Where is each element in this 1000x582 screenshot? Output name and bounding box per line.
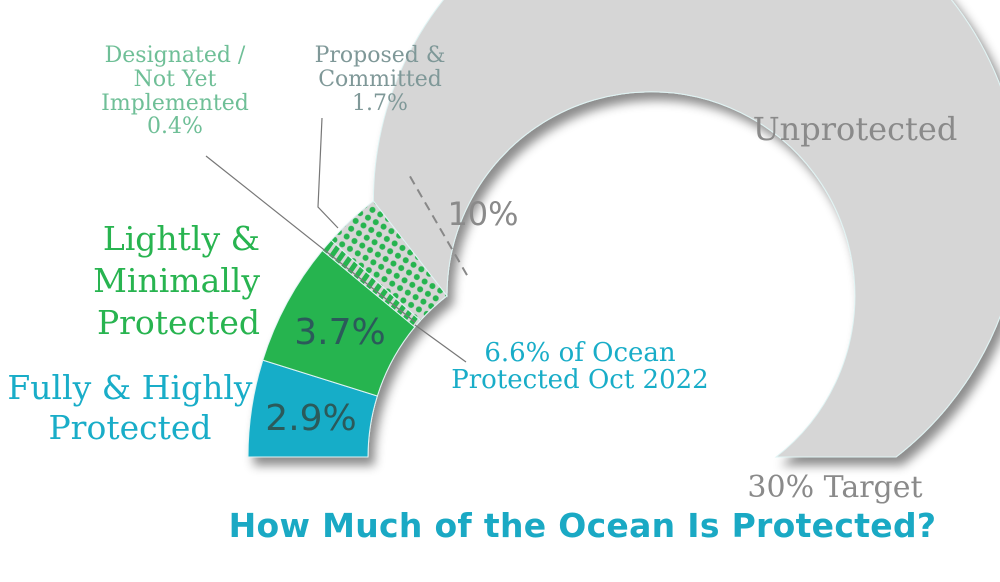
proposed-leader-line <box>317 117 339 229</box>
label-line: Fully & Highly <box>7 368 253 407</box>
segment-value-label: 3.7% <box>294 312 385 353</box>
designated-label: Designated / Not Yet Implemented 0.4% <box>80 44 270 139</box>
lightly-protected-label: Lightly & Minimally Protected <box>60 218 260 345</box>
label-line: 6.6% of Ocean <box>484 338 676 368</box>
label-line: Proposed & <box>314 43 446 68</box>
label-line: Committed <box>318 66 442 92</box>
protected-total-leader-line <box>414 324 467 363</box>
label-line: Protected Oct 2022 <box>451 365 709 396</box>
protected-total-label: 6.6% of Ocean Protected Oct 2022 <box>430 338 730 396</box>
label-line: Implemented <box>101 90 249 116</box>
target-label: 30% Target <box>747 470 923 505</box>
chart-title: How Much of the Ocean Is Protected? <box>228 506 937 545</box>
label-line: Not Yet <box>133 66 217 92</box>
label-line: 1.7% <box>352 90 408 116</box>
ten-percent-marker-label: 10% <box>447 195 518 233</box>
fully-protected-label: Fully & Highly Protected <box>0 368 260 447</box>
label-line: Minimally <box>93 261 260 301</box>
label-line: Protected <box>48 407 212 447</box>
label-line: Designated / <box>104 43 246 68</box>
segment-value-label: 2.9% <box>265 398 356 439</box>
proposed-label: Proposed & Committed 1.7% <box>300 44 460 115</box>
label-line: Protected <box>96 303 260 343</box>
designated-leader-line <box>205 155 416 323</box>
unprotected-label: Unprotected <box>752 110 958 148</box>
ten-percent-marker-line <box>409 175 471 281</box>
gauge-segment-unprotected <box>372 0 1000 458</box>
label-line: Lightly & <box>102 219 260 258</box>
label-line: 0.4% <box>147 114 203 140</box>
